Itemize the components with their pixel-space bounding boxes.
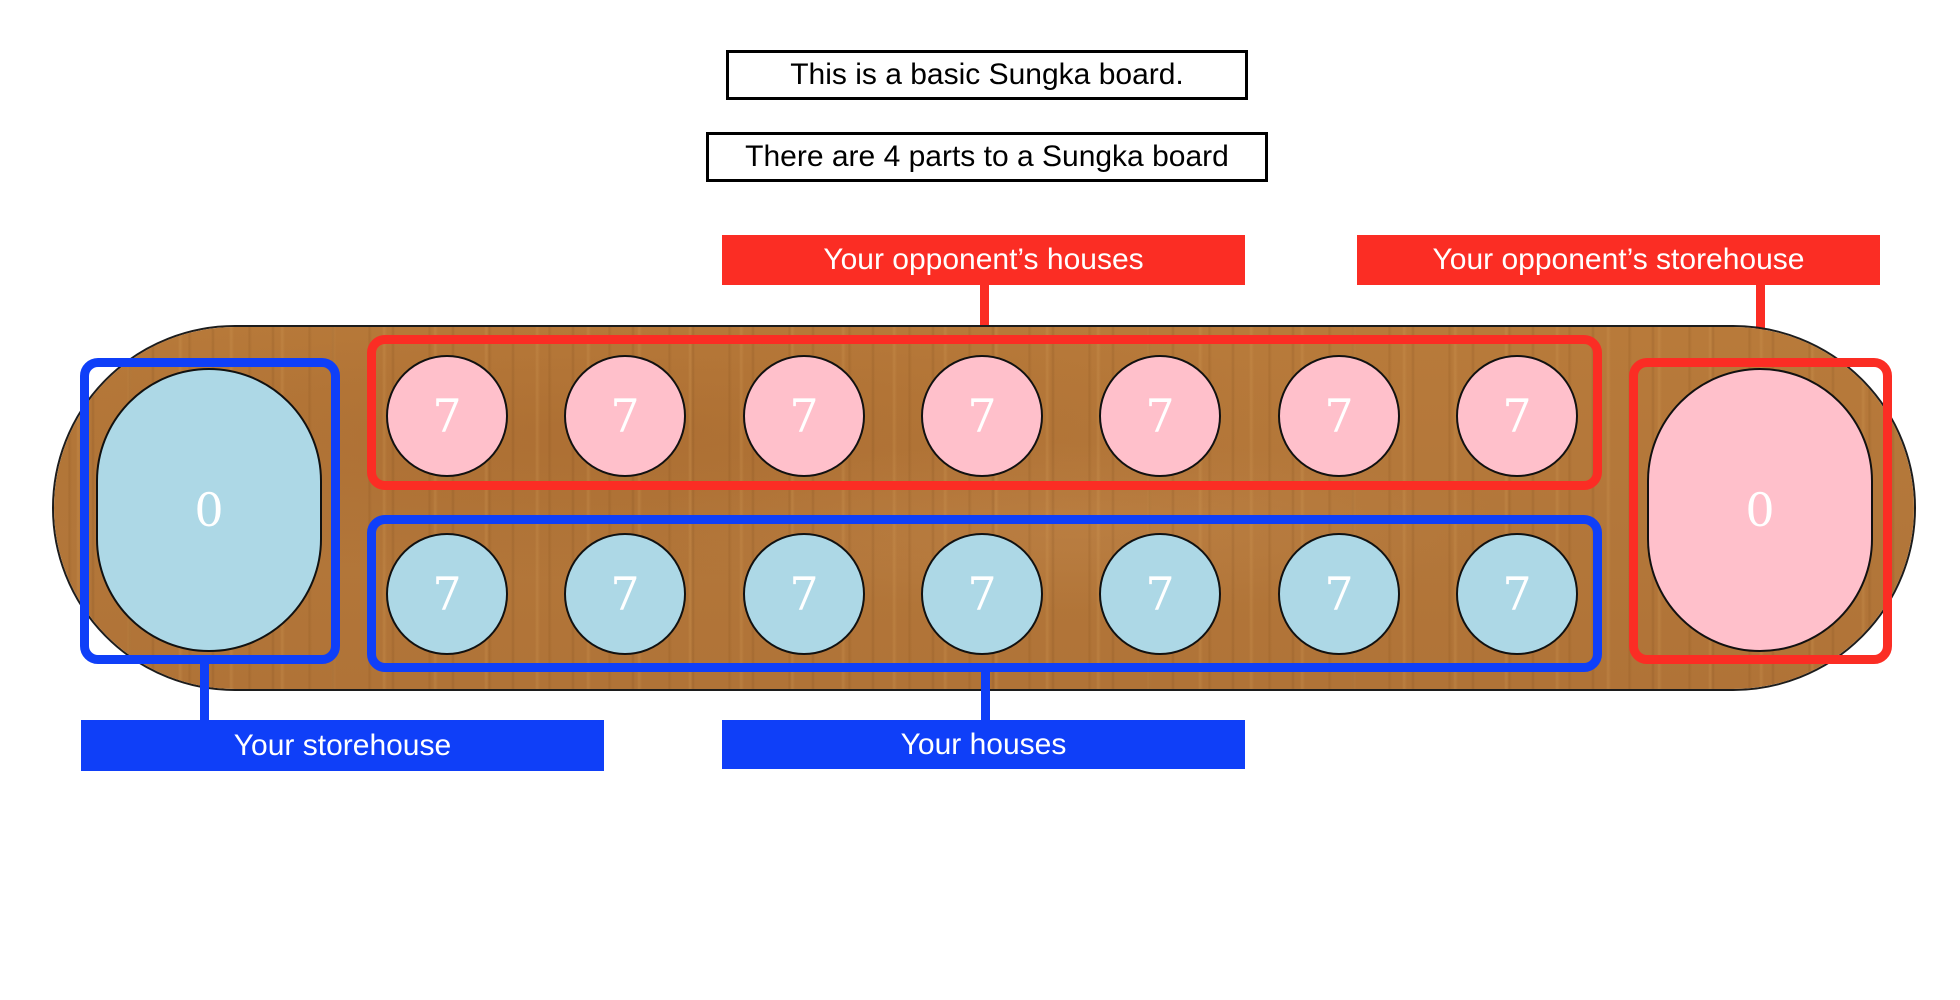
intro-text-four-parts: There are 4 parts to a Sungka board [706,132,1268,182]
intro-text-basic-board: This is a basic Sungka board. [726,50,1248,100]
opponent-houses-connector [980,283,989,339]
opponent-house-pit[interactable]: 7 [743,355,865,477]
opponent-house-pit[interactable]: 7 [386,355,508,477]
opponent-house-pit[interactable]: 7 [1278,355,1400,477]
your-storehouse-highlight [80,358,340,664]
your-storehouse-pit[interactable]: 0 [96,368,322,652]
opponent-storehouse-pit[interactable]: 0 [1647,368,1873,652]
opponent-storehouse-highlight [1629,358,1892,664]
your-house-pit[interactable]: 7 [1099,533,1221,655]
opponent-house-pit[interactable]: 7 [1456,355,1578,477]
opponent-houses-highlight [367,335,1602,490]
your-house-pit[interactable]: 7 [564,533,686,655]
your-storehouse-connector [200,660,209,722]
your-house-pit[interactable]: 7 [921,533,1043,655]
opponent-house-pit[interactable]: 7 [921,355,1043,477]
your-houses-connector [981,667,990,722]
opponent-storehouse-connector [1756,283,1765,359]
your-houses-label: Your houses [722,720,1245,769]
opponent-houses-label: Your opponent’s houses [722,235,1245,285]
your-house-pit[interactable]: 7 [386,533,508,655]
your-house-pit[interactable]: 7 [1456,533,1578,655]
opponent-storehouse-label: Your opponent’s storehouse [1357,235,1880,285]
your-house-pit[interactable]: 7 [743,533,865,655]
your-storehouse-label: Your storehouse [81,720,604,771]
your-houses-highlight [367,515,1602,672]
opponent-house-pit[interactable]: 7 [1099,355,1221,477]
your-house-pit[interactable]: 7 [1278,533,1400,655]
opponent-house-pit[interactable]: 7 [564,355,686,477]
